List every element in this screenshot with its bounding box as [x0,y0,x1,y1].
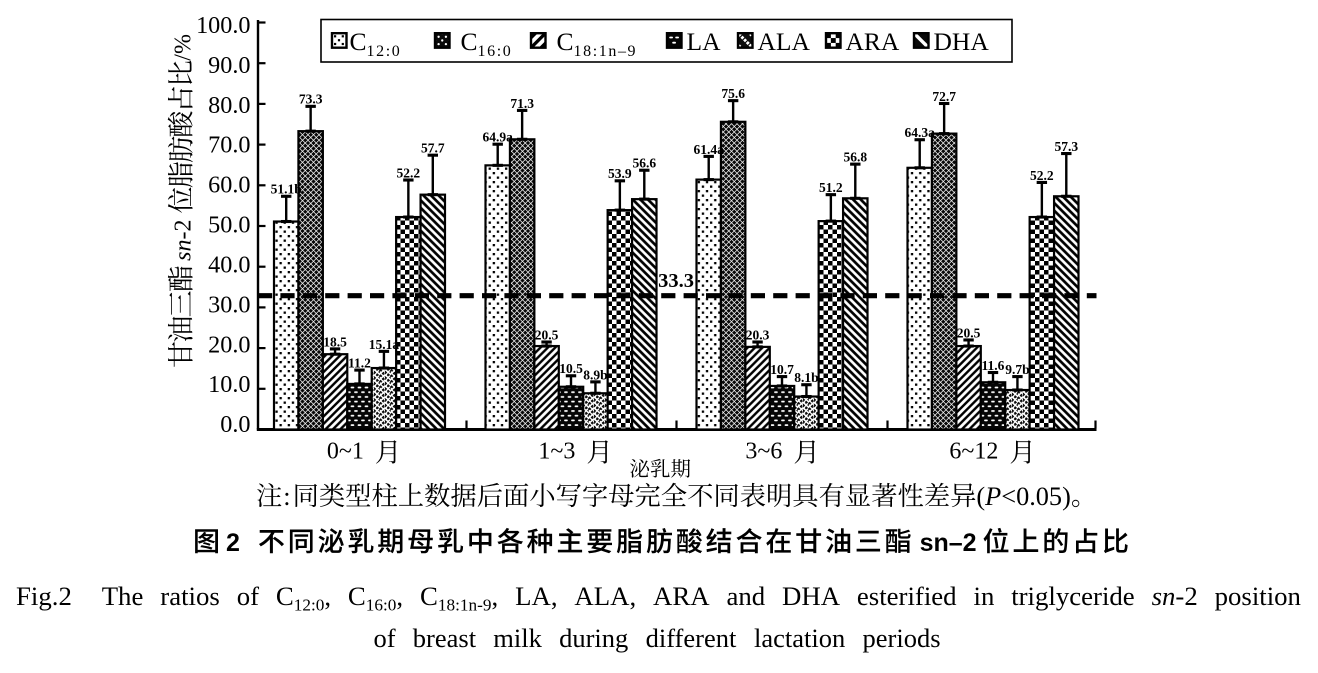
svg-text:10.5: 10.5 [559,361,583,376]
svg-text:The: The [102,581,144,611]
svg-text:sn–2: sn–2 [920,529,977,557]
svg-text:periods: periods [863,623,941,653]
svg-text:triglyceride: triglyceride [1011,581,1135,611]
svg-text:73.3: 73.3 [299,92,323,107]
svg-text:3~6: 3~6 [745,439,782,465]
svg-text:18.5: 18.5 [323,334,347,349]
svg-text:10.0: 10.0 [208,371,250,398]
svg-text:51.1b: 51.1b [271,182,302,197]
svg-text:60.0: 60.0 [208,172,250,199]
svg-text:breast: breast [413,623,477,653]
svg-text:64.3a: 64.3a [905,125,936,140]
svg-text:in: in [974,581,995,611]
svg-text:ARA: ARA [653,581,710,611]
svg-text:8.9b: 8.9b [583,367,607,382]
svg-text:LA: LA [687,27,722,56]
svg-text:57.7: 57.7 [421,141,445,156]
svg-text:sn-2: sn-2 [171,219,197,260]
svg-text:20.0: 20.0 [208,331,250,358]
svg-text:70.0: 70.0 [208,132,250,159]
svg-text:C18:1n–9: C18:1n–9 [557,27,638,60]
svg-text:20.3: 20.3 [746,327,770,342]
svg-text:80.0: 80.0 [208,92,250,119]
svg-text:ALA: ALA [758,27,811,56]
svg-text:esterified: esterified [857,581,957,611]
svg-text:51.2: 51.2 [819,180,843,195]
svg-text:ARA: ARA [846,27,900,56]
svg-text:0.0: 0.0 [220,411,250,438]
svg-text:40.0: 40.0 [208,252,250,279]
svg-text:position: position [1215,581,1301,611]
svg-text:75.6: 75.6 [721,86,745,101]
svg-text:during: during [559,623,628,653]
svg-text:8.1b: 8.1b [794,370,818,385]
svg-text:(P<0.05): (P<0.05) [976,482,1070,511]
svg-text:30.0: 30.0 [208,291,250,318]
svg-text:11.6: 11.6 [982,358,1005,373]
svg-text:C16:0: C16:0 [461,27,513,60]
svg-text:57.3: 57.3 [1054,139,1078,154]
svg-text:1~3: 1~3 [538,439,575,465]
svg-text:6~12: 6~12 [949,439,998,465]
svg-text:56.8: 56.8 [843,150,867,165]
svg-text:different: different [646,623,737,653]
svg-text:100.0: 100.0 [196,12,250,39]
svg-text:C16:0,: C16:0, [348,581,403,615]
svg-text:C12:0: C12:0 [350,27,402,60]
svg-text:of: of [374,623,396,653]
svg-text:10.7: 10.7 [770,362,794,377]
svg-text:DHA: DHA [934,27,990,56]
svg-text:52.2: 52.2 [397,165,421,180]
svg-text:DHA: DHA [782,581,841,611]
svg-text::: : [283,482,290,511]
svg-text:C18:1n-9,: C18:1n-9, [420,581,498,615]
svg-text:C12:0,: C12:0, [276,581,331,615]
svg-text:milk: milk [493,623,542,653]
svg-text:20.5: 20.5 [535,327,559,342]
svg-text:sn-2: sn-2 [1152,581,1198,611]
svg-text:33.3: 33.3 [658,270,694,292]
svg-text:64.9a: 64.9a [483,130,514,145]
svg-text:ALA,: ALA, [574,581,636,611]
svg-text:56.6: 56.6 [632,156,656,171]
svg-text:50.0: 50.0 [208,212,250,239]
svg-text:LA,: LA, [515,581,557,611]
svg-text:9.7b: 9.7b [1005,362,1029,377]
svg-text:15.1a: 15.1a [369,337,400,352]
svg-text:52.2: 52.2 [1030,168,1054,183]
svg-text:ratios: ratios [160,581,220,611]
svg-text:and: and [727,581,766,611]
svg-text:20.5: 20.5 [957,325,981,340]
svg-text:Fig.2: Fig.2 [16,581,72,611]
svg-text:0~1: 0~1 [327,439,364,465]
svg-text:of: of [237,581,259,611]
svg-text:11.2: 11.2 [348,355,371,370]
svg-text:61.4a: 61.4a [694,142,725,157]
svg-text:lactation: lactation [754,623,845,653]
svg-text:/%: /% [171,34,197,61]
svg-text:2: 2 [226,529,240,557]
svg-text:90.0: 90.0 [208,52,250,79]
svg-text:71.3: 71.3 [510,96,534,111]
svg-text:72.7: 72.7 [932,89,956,104]
svg-text:53.9: 53.9 [608,166,632,181]
